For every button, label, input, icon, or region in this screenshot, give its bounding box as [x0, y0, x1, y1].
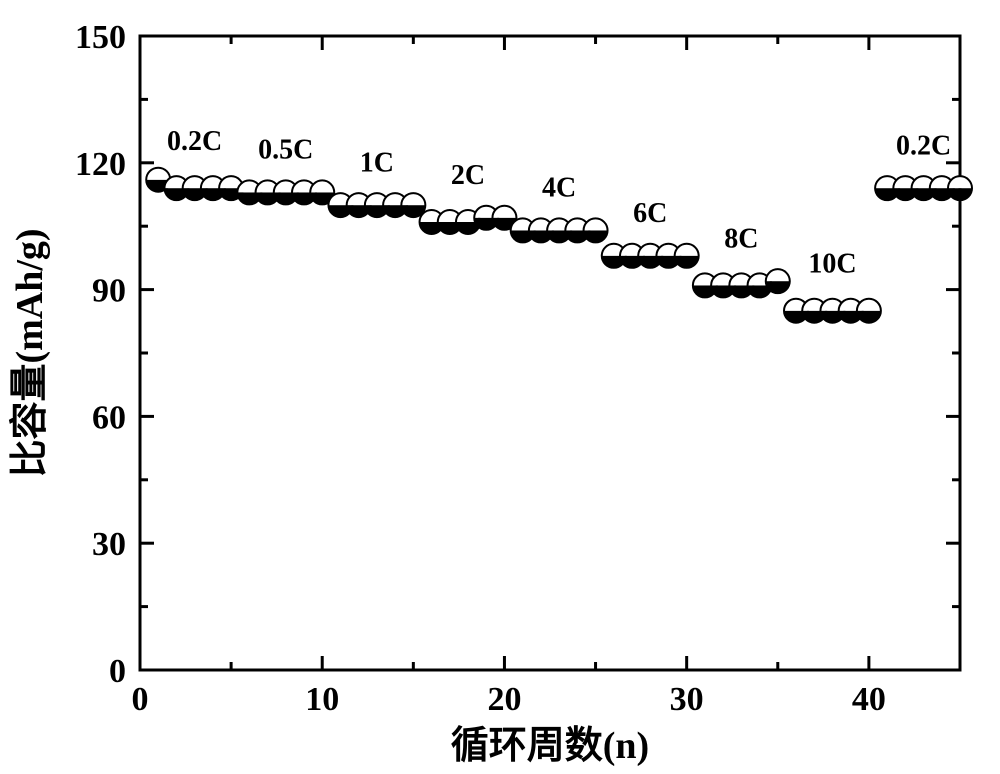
x-tick-label: 30: [670, 681, 704, 718]
rate-label: 0.2C: [167, 126, 222, 157]
rate-label: 1C: [360, 147, 394, 178]
x-tick-label: 0: [132, 681, 149, 718]
rate-label: 10C: [808, 249, 856, 280]
y-tick-label: 0: [109, 653, 126, 690]
data-point: [675, 244, 699, 268]
y-tick-label: 150: [75, 19, 126, 56]
data-point: [948, 176, 972, 200]
rate-capability-chart: 0 10 20 30 40 0 30 60 90 120 150 循环周数(n) 比容量(mAh/g) 0…: [0, 0, 1000, 774]
y-tick-label: 120: [75, 146, 126, 183]
x-tick-label: 10: [305, 681, 339, 718]
rate-label: 8C: [724, 223, 758, 254]
rate-label: 0.2C: [896, 130, 951, 161]
y-axis-label: 比容量(mAh/g): [9, 228, 51, 477]
x-tick-label: 20: [487, 681, 521, 718]
x-axis-label: 循环周数(n): [451, 725, 649, 767]
y-tick-label: 30: [92, 526, 126, 563]
rate-label: 2C: [451, 160, 485, 191]
y-tick-label: 60: [92, 399, 126, 436]
data-point: [857, 299, 881, 323]
rate-label: 4C: [542, 173, 576, 204]
y-tick-label: 90: [92, 273, 126, 310]
rate-label: 6C: [633, 198, 667, 229]
rate-label: 0.5C: [258, 135, 313, 166]
x-tick-label: 40: [852, 681, 886, 718]
data-point: [766, 269, 790, 293]
data-point: [584, 218, 608, 242]
